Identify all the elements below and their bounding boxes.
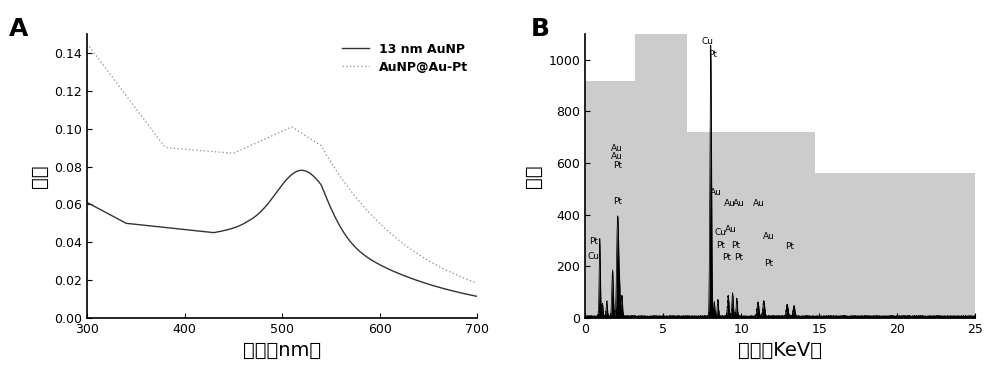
Bar — [687, 34, 815, 132]
Text: Au: Au — [710, 188, 722, 197]
X-axis label: 波长（nm）: 波长（nm） — [243, 341, 321, 360]
Text: Au: Au — [763, 231, 775, 241]
Text: Pt: Pt — [613, 161, 622, 170]
Text: Cu: Cu — [702, 37, 714, 46]
Text: Au: Au — [611, 152, 623, 161]
Bar — [585, 34, 635, 81]
Text: B: B — [531, 17, 550, 41]
Text: Cu: Cu — [714, 228, 726, 238]
Text: Pt: Pt — [722, 253, 731, 262]
Text: Pt: Pt — [785, 242, 794, 251]
Text: A: A — [9, 17, 28, 41]
Bar — [815, 34, 975, 173]
Text: Au: Au — [611, 144, 623, 153]
Text: Au: Au — [724, 225, 736, 234]
Text: Pt: Pt — [764, 259, 773, 268]
Y-axis label: 强度: 强度 — [524, 164, 543, 188]
Text: Cu: Cu — [588, 251, 600, 261]
Text: Au: Au — [733, 199, 745, 208]
Text: Au: Au — [753, 199, 764, 208]
Text: Pt: Pt — [613, 197, 622, 206]
Text: Pt: Pt — [708, 50, 717, 58]
Text: Pt: Pt — [734, 253, 743, 262]
X-axis label: 能量（KeV）: 能量（KeV） — [738, 341, 822, 360]
Y-axis label: 吸收: 吸收 — [30, 164, 49, 188]
Text: Pt: Pt — [731, 241, 740, 250]
Text: Pt: Pt — [589, 237, 598, 246]
Text: Au: Au — [724, 199, 736, 208]
Legend: 13 nm AuNP, AuNP@Au-Pt: 13 nm AuNP, AuNP@Au-Pt — [339, 40, 471, 76]
Text: Pt: Pt — [716, 241, 725, 250]
